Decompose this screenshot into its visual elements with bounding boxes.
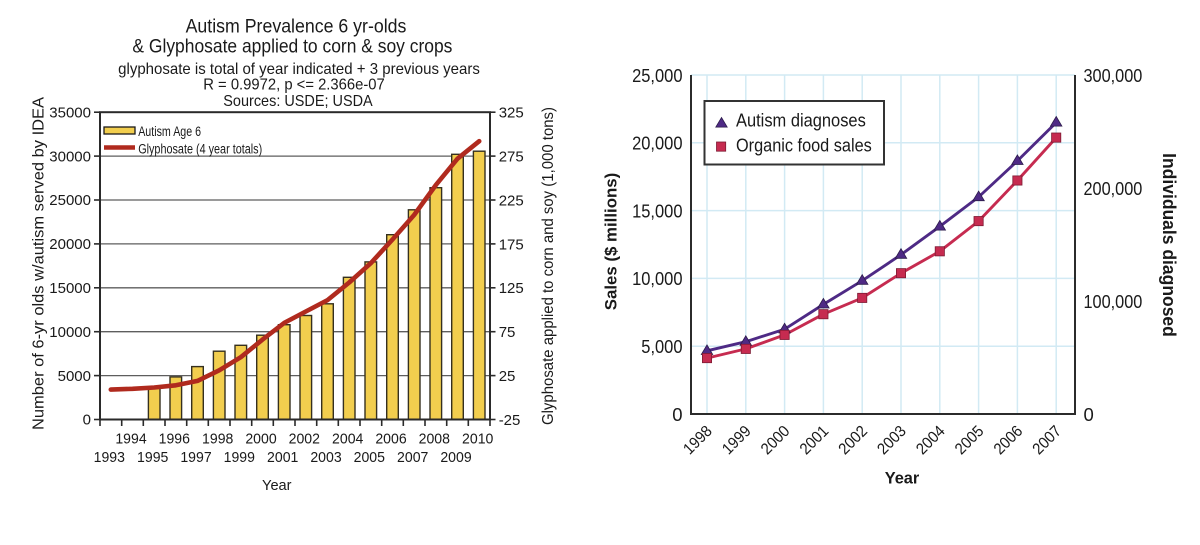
svg-text:30000: 30000 xyxy=(49,148,91,165)
svg-text:0: 0 xyxy=(1084,404,1094,425)
svg-text:10000: 10000 xyxy=(49,324,91,341)
svg-text:Autism Age 6: Autism Age 6 xyxy=(138,124,201,139)
svg-text:Number of 6-yr olds w/autism s: Number of 6-yr olds w/autism served by I… xyxy=(31,96,48,430)
svg-text:2001: 2001 xyxy=(267,449,298,466)
svg-text:2003: 2003 xyxy=(874,423,909,458)
svg-text:1999: 1999 xyxy=(719,423,754,458)
svg-text:2000: 2000 xyxy=(245,431,276,448)
svg-text:15,000: 15,000 xyxy=(632,200,682,221)
svg-text:20,000: 20,000 xyxy=(632,133,682,154)
svg-text:100,000: 100,000 xyxy=(1084,291,1143,312)
svg-text:2010: 2010 xyxy=(462,431,493,448)
svg-text:Organic food sales: Organic food sales xyxy=(736,134,872,155)
svg-text:glyphosate is total of year in: glyphosate is total of year indicated + … xyxy=(118,61,480,78)
svg-text:2008: 2008 xyxy=(419,431,450,448)
svg-text:1994: 1994 xyxy=(115,431,146,448)
svg-text:-25: -25 xyxy=(499,412,521,429)
svg-text:1998: 1998 xyxy=(202,431,233,448)
svg-text:2006: 2006 xyxy=(991,423,1026,458)
svg-text:2006: 2006 xyxy=(375,431,406,448)
svg-text:1999: 1999 xyxy=(224,449,255,466)
svg-text:0: 0 xyxy=(83,412,91,429)
svg-text:Autism Prevalence 6 yr-olds: Autism Prevalence 6 yr-olds xyxy=(186,16,407,38)
svg-text:325: 325 xyxy=(499,105,524,122)
svg-text:2002: 2002 xyxy=(289,431,320,448)
svg-text:2003: 2003 xyxy=(310,449,341,466)
svg-text:0: 0 xyxy=(672,404,682,425)
svg-text:175: 175 xyxy=(499,236,524,253)
svg-text:1996: 1996 xyxy=(159,431,190,448)
svg-text:2004: 2004 xyxy=(332,431,363,448)
svg-text:35000: 35000 xyxy=(49,104,91,121)
svg-text:10,000: 10,000 xyxy=(632,268,682,289)
svg-text:125: 125 xyxy=(499,280,524,297)
svg-text:5,000: 5,000 xyxy=(641,336,682,357)
svg-text:25000: 25000 xyxy=(49,192,91,209)
svg-text:1998: 1998 xyxy=(680,423,715,458)
svg-text:1993: 1993 xyxy=(94,449,125,466)
svg-text:2001: 2001 xyxy=(797,423,832,458)
svg-text:200,000: 200,000 xyxy=(1084,178,1143,199)
svg-text:Glyphosate (4 year totals): Glyphosate (4 year totals) xyxy=(138,142,262,157)
svg-text:15000: 15000 xyxy=(49,280,91,297)
svg-text:1997: 1997 xyxy=(180,449,211,466)
svg-text:20000: 20000 xyxy=(49,236,91,253)
svg-text:25,000: 25,000 xyxy=(632,65,682,86)
svg-text:25: 25 xyxy=(499,368,516,385)
svg-text:2005: 2005 xyxy=(952,423,987,458)
svg-text:& Glyphosate applied to corn &: & Glyphosate applied to corn & soy crops xyxy=(132,36,452,58)
svg-text:2002: 2002 xyxy=(836,423,871,458)
svg-text:2007: 2007 xyxy=(397,449,428,466)
svg-text:275: 275 xyxy=(499,149,524,166)
svg-text:Year: Year xyxy=(885,468,920,487)
svg-text:Glyphosate applied to corn and: Glyphosate applied to corn and soy (1,00… xyxy=(540,107,557,425)
svg-text:2005: 2005 xyxy=(354,449,385,466)
svg-text:2007: 2007 xyxy=(1030,423,1065,458)
svg-text:225: 225 xyxy=(499,192,524,209)
svg-text:Sales ($ millions): Sales ($ millions) xyxy=(602,173,621,311)
svg-text:R = 0.9972, p <= 2.366e-07: R = 0.9972, p <= 2.366e-07 xyxy=(203,77,385,94)
svg-text:5000: 5000 xyxy=(58,368,91,385)
svg-text:Year: Year xyxy=(262,477,292,494)
svg-text:Autism diagnoses: Autism diagnoses xyxy=(736,109,866,130)
svg-text:2009: 2009 xyxy=(440,449,471,466)
svg-text:2000: 2000 xyxy=(758,423,793,458)
svg-text:75: 75 xyxy=(499,324,516,341)
svg-text:Sources: USDE; USDA: Sources: USDE; USDA xyxy=(223,93,373,110)
svg-text:2004: 2004 xyxy=(913,423,948,458)
svg-text:1995: 1995 xyxy=(137,449,168,466)
svg-text:Individuals diagnosed: Individuals diagnosed xyxy=(1159,153,1180,337)
svg-text:300,000: 300,000 xyxy=(1084,65,1143,86)
